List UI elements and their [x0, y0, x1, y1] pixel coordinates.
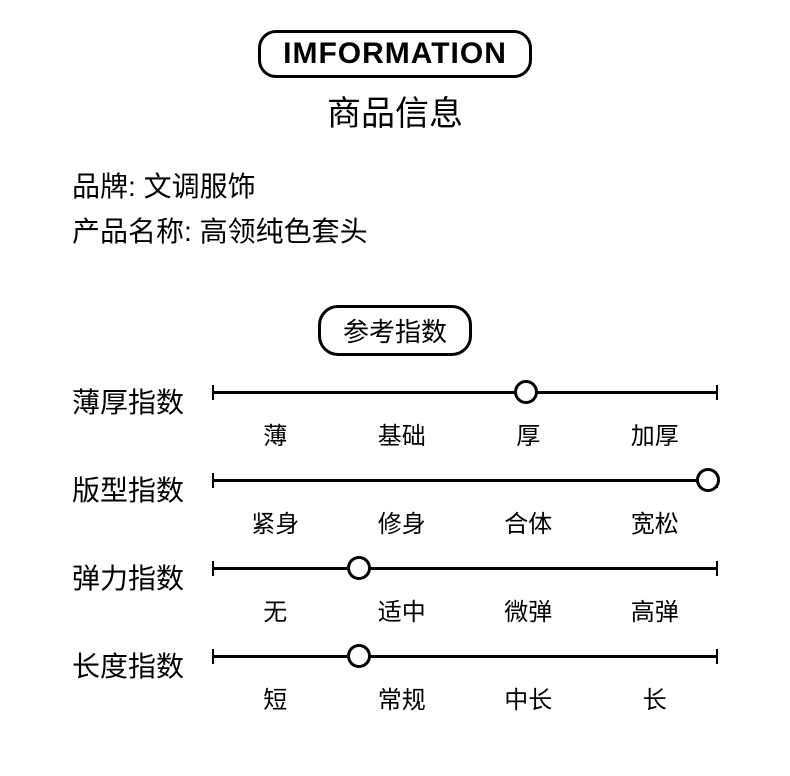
info-section: 品牌: 文调服饰 产品名称: 高领纯色套头 — [0, 165, 790, 255]
slider-mark: 宽松 — [592, 504, 719, 539]
slider-section: 薄厚指数薄基础厚加厚版型指数紧身修身合体宽松弹力指数无适中微弹高弹长度指数短常规… — [0, 381, 790, 715]
slider-mark: 短 — [212, 680, 339, 715]
slider-label: 版型指数 — [72, 469, 212, 509]
slider-label: 长度指数 — [72, 645, 212, 685]
slider-mark: 无 — [212, 592, 339, 627]
slider-label: 薄厚指数 — [72, 381, 212, 421]
slider-mark: 薄 — [212, 416, 339, 451]
slider-mark: 适中 — [339, 592, 466, 627]
slider-container: 薄基础厚加厚 — [212, 381, 718, 451]
slider-row: 版型指数紧身修身合体宽松 — [72, 469, 718, 539]
index-header: 参考指数 — [0, 305, 790, 356]
slider-handle — [696, 468, 720, 492]
slider-tick-left — [212, 561, 214, 576]
slider-handle — [347, 556, 371, 580]
brand-row: 品牌: 文调服饰 — [72, 165, 790, 210]
slider-row: 薄厚指数薄基础厚加厚 — [72, 381, 718, 451]
slider-label: 弹力指数 — [72, 557, 212, 597]
slider-handle — [514, 380, 538, 404]
slider-tick-right — [716, 649, 718, 664]
slider-mark: 加厚 — [592, 416, 719, 451]
slider-tick-left — [212, 385, 214, 400]
slider-track — [212, 655, 718, 658]
slider-container: 紧身修身合体宽松 — [212, 469, 718, 539]
slider-mark: 厚 — [465, 416, 592, 451]
index-badge-text: 参考指数 — [343, 317, 447, 347]
slider-marks: 薄基础厚加厚 — [212, 416, 718, 451]
slider-mark: 高弹 — [592, 592, 719, 627]
title-text: IMFORMATION — [283, 37, 507, 70]
slider-mark: 微弹 — [465, 592, 592, 627]
brand-value: 文调服饰 — [144, 171, 256, 202]
slider-track — [212, 567, 718, 570]
slider-mark: 长 — [592, 680, 719, 715]
product-label: 产品名称: — [72, 216, 192, 247]
slider-marks: 短常规中长长 — [212, 680, 718, 715]
slider-track — [212, 479, 718, 482]
index-badge: 参考指数 — [318, 305, 472, 356]
title-box: IMFORMATION — [258, 30, 532, 78]
slider-track — [212, 391, 718, 394]
slider-container: 短常规中长长 — [212, 645, 718, 715]
slider-handle — [347, 644, 371, 668]
slider-tick-left — [212, 649, 214, 664]
product-row: 产品名称: 高领纯色套头 — [72, 210, 790, 255]
slider-marks: 无适中微弹高弹 — [212, 592, 718, 627]
slider-container: 无适中微弹高弹 — [212, 557, 718, 627]
slider-tick-left — [212, 473, 214, 488]
slider-row: 弹力指数无适中微弹高弹 — [72, 557, 718, 627]
slider-mark: 紧身 — [212, 504, 339, 539]
slider-mark: 基础 — [339, 416, 466, 451]
header: IMFORMATION 商品信息 — [0, 30, 790, 135]
slider-mark: 中长 — [465, 680, 592, 715]
slider-marks: 紧身修身合体宽松 — [212, 504, 718, 539]
subtitle-text: 商品信息 — [0, 86, 790, 135]
slider-mark: 修身 — [339, 504, 466, 539]
slider-row: 长度指数短常规中长长 — [72, 645, 718, 715]
slider-mark: 常规 — [339, 680, 466, 715]
slider-tick-right — [716, 561, 718, 576]
brand-label: 品牌: — [72, 171, 136, 202]
slider-tick-right — [716, 385, 718, 400]
slider-mark: 合体 — [465, 504, 592, 539]
product-value: 高领纯色套头 — [200, 216, 368, 247]
